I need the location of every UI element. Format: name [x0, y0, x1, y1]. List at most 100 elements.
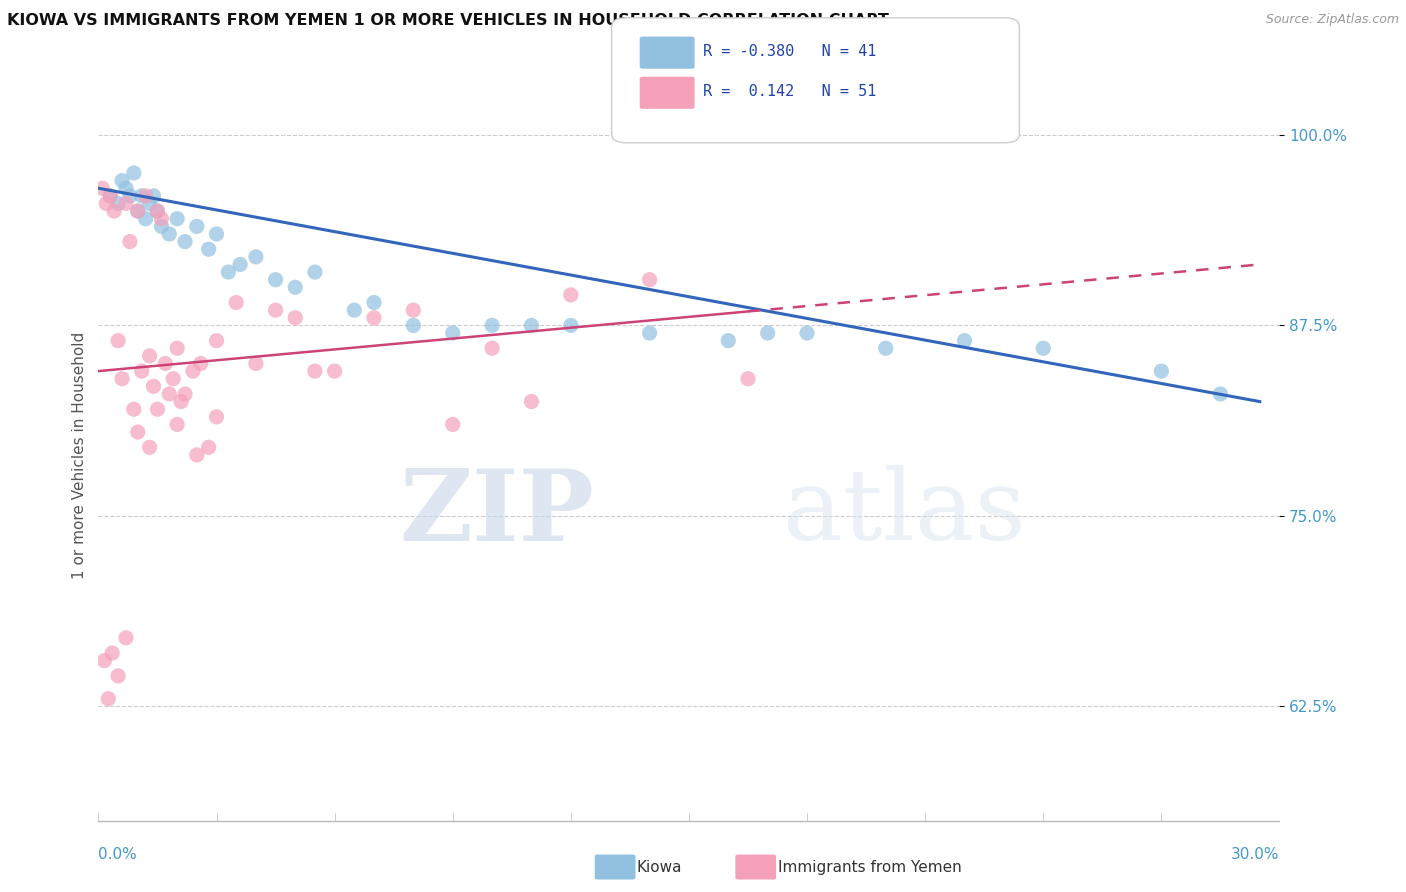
Point — [115, 631, 138, 645]
Point — [284, 310, 307, 325]
Text: atlas: atlas — [783, 466, 1026, 561]
Point — [520, 394, 543, 409]
Point — [146, 402, 169, 417]
Point — [107, 669, 129, 683]
Point — [441, 326, 464, 340]
Point — [737, 372, 759, 386]
Point — [796, 326, 818, 340]
Point — [131, 189, 153, 203]
Point — [284, 280, 307, 294]
Point — [150, 219, 173, 234]
Point — [115, 181, 138, 195]
Point — [127, 204, 149, 219]
Point — [146, 204, 169, 219]
Point — [875, 341, 897, 355]
Point — [205, 409, 228, 424]
Text: Immigrants from Yemen: Immigrants from Yemen — [778, 860, 962, 874]
Point — [245, 250, 267, 264]
Point — [560, 318, 582, 333]
Point — [441, 417, 464, 432]
Point — [205, 227, 228, 241]
Point — [343, 303, 366, 318]
Point — [560, 288, 582, 302]
Point — [174, 387, 197, 401]
Point — [264, 303, 287, 318]
Point — [98, 189, 121, 203]
Text: 0.0%: 0.0% — [98, 847, 138, 862]
Point — [91, 181, 114, 195]
Point — [756, 326, 779, 340]
Point — [170, 394, 193, 409]
Point — [1209, 387, 1232, 401]
Point — [115, 196, 138, 211]
Point — [174, 235, 197, 249]
Point — [118, 189, 141, 203]
Point — [190, 356, 212, 371]
Point — [323, 364, 346, 378]
Point — [142, 379, 165, 393]
Point — [107, 196, 129, 211]
Point — [1150, 364, 1173, 378]
Point — [197, 242, 219, 256]
Point — [131, 364, 153, 378]
Point — [1032, 341, 1054, 355]
Text: 30.0%: 30.0% — [1232, 847, 1279, 862]
Point — [953, 334, 976, 348]
Point — [166, 211, 188, 226]
Point — [264, 273, 287, 287]
Point — [304, 265, 326, 279]
Point — [166, 341, 188, 355]
Point — [402, 303, 425, 318]
Point — [150, 211, 173, 226]
Point — [166, 417, 188, 432]
Point — [157, 387, 180, 401]
Point — [138, 440, 160, 454]
Point — [304, 364, 326, 378]
Point — [717, 334, 740, 348]
Point — [181, 364, 204, 378]
Point — [229, 257, 252, 271]
Point — [96, 196, 118, 211]
Point — [481, 318, 503, 333]
Text: Kiowa: Kiowa — [637, 860, 682, 874]
Point — [107, 334, 129, 348]
Point — [481, 341, 503, 355]
Point — [205, 334, 228, 348]
Point — [111, 372, 134, 386]
Point — [638, 273, 661, 287]
Point — [122, 402, 145, 417]
Point — [638, 326, 661, 340]
Point — [186, 219, 208, 234]
Point — [122, 166, 145, 180]
Point — [363, 295, 385, 310]
Point — [93, 654, 115, 668]
Point — [155, 356, 177, 371]
Point — [138, 196, 160, 211]
Point — [402, 318, 425, 333]
Point — [225, 295, 247, 310]
Point — [127, 204, 149, 219]
Point — [127, 425, 149, 439]
Text: KIOWA VS IMMIGRANTS FROM YEMEN 1 OR MORE VEHICLES IN HOUSEHOLD CORRELATION CHART: KIOWA VS IMMIGRANTS FROM YEMEN 1 OR MORE… — [7, 13, 889, 29]
Point — [111, 174, 134, 188]
Point — [138, 349, 160, 363]
Point — [157, 227, 180, 241]
Point — [245, 356, 267, 371]
Point — [146, 204, 169, 219]
Text: R =  0.142   N = 51: R = 0.142 N = 51 — [703, 85, 876, 99]
Point — [101, 646, 124, 660]
Text: Source: ZipAtlas.com: Source: ZipAtlas.com — [1265, 13, 1399, 27]
Point — [217, 265, 239, 279]
Point — [363, 310, 385, 325]
Point — [135, 211, 157, 226]
Point — [103, 204, 125, 219]
Text: R = -0.380   N = 41: R = -0.380 N = 41 — [703, 45, 876, 59]
Point — [186, 448, 208, 462]
Point — [142, 189, 165, 203]
Text: ZIP: ZIP — [399, 465, 595, 562]
Point — [520, 318, 543, 333]
Point — [197, 440, 219, 454]
Point — [98, 189, 121, 203]
Point — [162, 372, 184, 386]
Point — [135, 189, 157, 203]
